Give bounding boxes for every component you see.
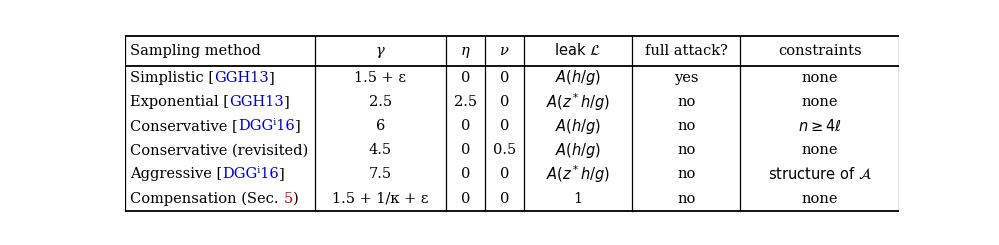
Text: 6: 6 — [376, 119, 385, 133]
Text: structure of $\mathcal{A}$: structure of $\mathcal{A}$ — [768, 167, 872, 182]
Text: 0: 0 — [461, 143, 471, 157]
Text: 0: 0 — [461, 168, 471, 182]
Text: $A(z^*h/g)$: $A(z^*h/g)$ — [545, 164, 610, 185]
Text: 1.5 + ε: 1.5 + ε — [355, 71, 407, 85]
Text: 1.5 + 1/κ + ε: 1.5 + 1/κ + ε — [332, 192, 429, 206]
Text: 0: 0 — [500, 95, 508, 109]
Text: $A(h/g)$: $A(h/g)$ — [554, 141, 601, 160]
Text: none: none — [801, 95, 838, 109]
Text: 0: 0 — [500, 168, 508, 182]
Text: 0: 0 — [500, 71, 508, 85]
Text: none: none — [801, 192, 838, 206]
Text: none: none — [801, 71, 838, 85]
Text: Conservative (revisited): Conservative (revisited) — [130, 143, 309, 157]
Text: ν: ν — [500, 44, 508, 58]
Text: ]: ] — [280, 168, 285, 182]
Text: ]: ] — [295, 119, 301, 133]
Text: DGGⁱ16: DGGⁱ16 — [223, 168, 280, 182]
Text: no: no — [677, 168, 695, 182]
Text: full attack?: full attack? — [644, 44, 727, 58]
Text: constraints: constraints — [778, 44, 861, 58]
Text: leak $\mathcal{L}$: leak $\mathcal{L}$ — [554, 43, 601, 58]
Text: Exponential [: Exponential [ — [130, 95, 230, 109]
Text: Conservative [: Conservative [ — [130, 119, 238, 133]
Text: no: no — [677, 95, 695, 109]
Text: 0: 0 — [461, 192, 471, 206]
Text: no: no — [677, 143, 695, 157]
Text: 4.5: 4.5 — [369, 143, 392, 157]
Text: $A(z^*h/g)$: $A(z^*h/g)$ — [545, 91, 610, 113]
Text: Simplistic [: Simplistic [ — [130, 71, 215, 85]
Text: GGH13: GGH13 — [215, 71, 269, 85]
Text: $n \geq 4\ell$: $n \geq 4\ell$ — [798, 118, 841, 134]
Text: γ: γ — [376, 44, 385, 58]
Text: 0: 0 — [500, 192, 508, 206]
Text: $A(h/g)$: $A(h/g)$ — [554, 117, 601, 136]
Text: no: no — [677, 119, 695, 133]
Text: 7.5: 7.5 — [369, 168, 392, 182]
Text: Sampling method: Sampling method — [130, 44, 261, 58]
Text: 0: 0 — [461, 119, 471, 133]
Text: none: none — [801, 143, 838, 157]
Text: 1: 1 — [573, 192, 582, 206]
Text: 2.5: 2.5 — [454, 95, 478, 109]
Text: ): ) — [293, 192, 299, 206]
Text: 0.5: 0.5 — [493, 143, 515, 157]
Text: η: η — [462, 44, 470, 58]
Text: $A(h/g)$: $A(h/g)$ — [554, 68, 601, 87]
Text: GGH13: GGH13 — [230, 95, 284, 109]
Text: 0: 0 — [461, 71, 471, 85]
Text: Aggressive [: Aggressive [ — [130, 168, 223, 182]
Text: ]: ] — [284, 95, 290, 109]
Text: 5: 5 — [284, 192, 293, 206]
Text: 2.5: 2.5 — [369, 95, 392, 109]
Text: 0: 0 — [500, 119, 508, 133]
Text: no: no — [677, 192, 695, 206]
Text: yes: yes — [674, 71, 698, 85]
Text: ]: ] — [269, 71, 275, 85]
Text: Compensation (Sec.: Compensation (Sec. — [130, 191, 284, 206]
Text: DGGⁱ16: DGGⁱ16 — [238, 119, 295, 133]
